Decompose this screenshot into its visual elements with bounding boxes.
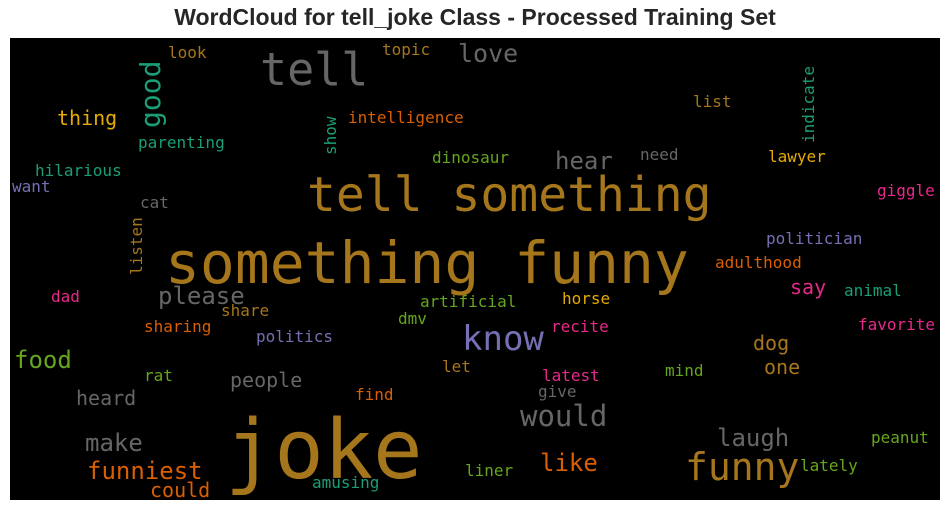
word-politics: politics (256, 327, 333, 346)
word-lawyer: lawyer (768, 147, 826, 166)
word-show: show (321, 116, 340, 155)
word-animal: animal (844, 281, 902, 300)
word-let: let (442, 357, 471, 376)
word-recite: recite (551, 317, 609, 336)
word-tell-something: tell something (307, 167, 712, 223)
word-need: need (640, 145, 679, 164)
word-dog: dog (753, 331, 789, 355)
word-could: could (150, 478, 210, 500)
word-would: would (520, 399, 607, 433)
word-give: give (538, 382, 577, 401)
word-laugh: laugh (717, 424, 789, 452)
word-good: good (134, 61, 167, 128)
word-want: want (12, 177, 51, 196)
word-share: share (221, 301, 269, 320)
word-dmv: dmv (398, 309, 427, 328)
chart-title: WordCloud for tell_joke Class - Processe… (174, 4, 776, 30)
word-dinosaur: dinosaur (432, 148, 509, 167)
word-intelligence: intelligence (348, 108, 464, 127)
word-rat: rat (144, 366, 173, 385)
word-lately: lately (800, 456, 858, 475)
word-adulthood: adulthood (715, 253, 802, 272)
word-parenting: parenting (138, 133, 225, 152)
word-people: people (230, 368, 302, 392)
word-something-funny: something funny (165, 229, 689, 297)
word-know: know (462, 319, 544, 359)
word-giggle: giggle (877, 181, 935, 200)
word-thing: thing (57, 106, 117, 130)
word-funny: funny (685, 445, 799, 489)
word-amusing: amusing (312, 473, 379, 492)
word-cloud: joke something funny tell something tell fun… (10, 38, 940, 500)
word-artificial: artificial (420, 292, 516, 311)
word-favorite: favorite (858, 315, 935, 334)
word-listen: listen (127, 217, 146, 275)
word-joke: joke (225, 403, 422, 498)
word-sharing: sharing (144, 317, 211, 336)
word-group: joke something funny tell something tell fun… (12, 39, 935, 500)
word-say: say (790, 275, 826, 299)
word-horse: horse (562, 289, 610, 308)
word-cat: cat (140, 193, 169, 212)
word-hilarious: hilarious (35, 161, 122, 180)
word-peanut: peanut (871, 428, 929, 447)
word-please: please (158, 282, 245, 310)
word-look: look (168, 43, 207, 62)
word-make: make (85, 429, 143, 457)
word-mind: mind (665, 361, 704, 380)
word-politician: politician (766, 229, 862, 248)
word-latest: latest (542, 366, 600, 385)
word-one: one (764, 355, 800, 379)
word-liner: liner (465, 461, 514, 480)
word-tell: tell (260, 43, 368, 96)
cloud-background (10, 38, 940, 500)
word-topic: topic (382, 40, 430, 59)
word-food: food (14, 346, 72, 374)
word-like: like (540, 449, 598, 477)
word-dad: dad (51, 287, 80, 306)
word-hear: hear (555, 147, 613, 175)
word-find: find (355, 385, 394, 404)
word-indicate: indicate (799, 66, 818, 143)
word-love: love (458, 39, 518, 68)
word-heard: heard (76, 386, 136, 410)
word-list: list (693, 92, 732, 111)
word-funniest: funniest (87, 457, 203, 485)
